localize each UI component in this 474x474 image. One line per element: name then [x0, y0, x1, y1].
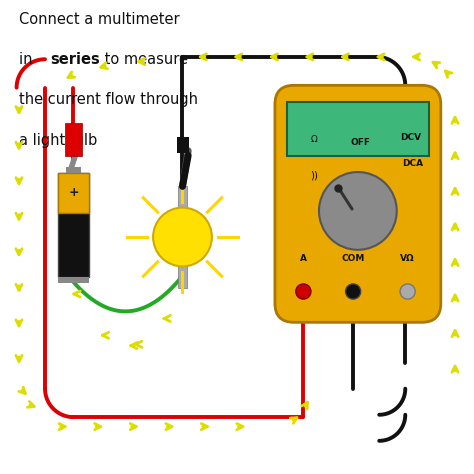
Text: VΩ: VΩ [401, 254, 415, 263]
Circle shape [346, 284, 361, 299]
Bar [58, 277, 89, 283]
Text: the current flow through: the current flow through [19, 92, 198, 108]
Bar [178, 264, 187, 288]
Text: DCA: DCA [402, 159, 423, 168]
Text: )): )) [310, 170, 318, 181]
Bar [65, 123, 82, 156]
Bar [178, 186, 187, 210]
Text: +: + [68, 186, 79, 200]
Text: a lightbulb: a lightbulb [19, 133, 97, 148]
Text: Ω: Ω [311, 136, 318, 144]
Text: Connect a multimeter: Connect a multimeter [19, 12, 180, 27]
Circle shape [319, 172, 397, 250]
Circle shape [153, 208, 212, 266]
Bar [287, 102, 429, 156]
Circle shape [400, 284, 415, 299]
Circle shape [296, 284, 311, 299]
Bar [66, 167, 81, 173]
FancyBboxPatch shape [275, 85, 441, 322]
Text: series: series [50, 52, 100, 67]
Text: DCV: DCV [401, 133, 421, 142]
Text: in: in [19, 52, 37, 67]
Bar [177, 137, 189, 153]
Bar [58, 173, 89, 213]
Text: to measure: to measure [100, 52, 188, 67]
Text: A: A [300, 254, 307, 263]
Bar [58, 173, 89, 277]
Text: COM: COM [341, 254, 365, 263]
Text: OFF: OFF [350, 138, 370, 146]
